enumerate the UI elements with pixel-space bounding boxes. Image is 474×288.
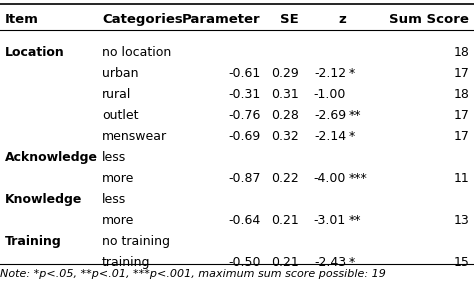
Text: 18: 18 — [454, 88, 469, 101]
Text: 17: 17 — [454, 67, 469, 80]
Text: 0.29: 0.29 — [271, 67, 299, 80]
Text: 17: 17 — [454, 130, 469, 143]
Text: Item: Item — [5, 13, 38, 26]
Text: -2.69: -2.69 — [314, 109, 346, 122]
Text: -3.01: -3.01 — [314, 214, 346, 227]
Text: 11: 11 — [454, 172, 469, 185]
Text: -0.31: -0.31 — [228, 88, 261, 101]
Text: no location: no location — [102, 46, 171, 59]
Text: 13: 13 — [454, 214, 469, 227]
Text: **: ** — [348, 109, 361, 122]
Text: more: more — [102, 172, 134, 185]
Text: -0.76: -0.76 — [228, 109, 261, 122]
Text: training: training — [102, 256, 150, 269]
Text: urban: urban — [102, 67, 138, 80]
Text: less: less — [102, 151, 126, 164]
Text: less: less — [102, 193, 126, 206]
Text: *: * — [348, 256, 355, 269]
Text: 18: 18 — [454, 46, 469, 59]
Text: Sum Score: Sum Score — [389, 13, 469, 26]
Text: **: ** — [348, 214, 361, 227]
Text: 0.28: 0.28 — [271, 109, 299, 122]
Text: Categories: Categories — [102, 13, 182, 26]
Text: 0.32: 0.32 — [271, 130, 299, 143]
Text: ***: *** — [348, 172, 367, 185]
Text: -0.87: -0.87 — [228, 172, 261, 185]
Text: Acknowledge: Acknowledge — [5, 151, 98, 164]
Text: more: more — [102, 214, 134, 227]
Text: Location: Location — [5, 46, 64, 59]
Text: *: * — [348, 130, 355, 143]
Text: 15: 15 — [454, 256, 469, 269]
Text: Note: *p<.05, **p<.01, ***p<.001, maximum sum score possible: 19: Note: *p<.05, **p<.01, ***p<.001, maximu… — [0, 269, 386, 279]
Text: -0.61: -0.61 — [228, 67, 261, 80]
Text: outlet: outlet — [102, 109, 138, 122]
Text: 17: 17 — [454, 109, 469, 122]
Text: z: z — [338, 13, 346, 26]
Text: -0.50: -0.50 — [228, 256, 261, 269]
Text: rural: rural — [102, 88, 131, 101]
Text: 0.31: 0.31 — [271, 88, 299, 101]
Text: -2.14: -2.14 — [314, 130, 346, 143]
Text: 0.22: 0.22 — [271, 172, 299, 185]
Text: -4.00: -4.00 — [314, 172, 346, 185]
Text: *: * — [348, 67, 355, 80]
Text: -0.64: -0.64 — [228, 214, 261, 227]
Text: SE: SE — [280, 13, 299, 26]
Text: Knowledge: Knowledge — [5, 193, 82, 206]
Text: Training: Training — [5, 235, 62, 248]
Text: no training: no training — [102, 235, 170, 248]
Text: -1.00: -1.00 — [314, 88, 346, 101]
Text: 0.21: 0.21 — [271, 214, 299, 227]
Text: menswear: menswear — [102, 130, 167, 143]
Text: -2.43: -2.43 — [314, 256, 346, 269]
Text: -2.12: -2.12 — [314, 67, 346, 80]
Text: 0.21: 0.21 — [271, 256, 299, 269]
Text: Parameter: Parameter — [182, 13, 261, 26]
Text: -0.69: -0.69 — [228, 130, 261, 143]
